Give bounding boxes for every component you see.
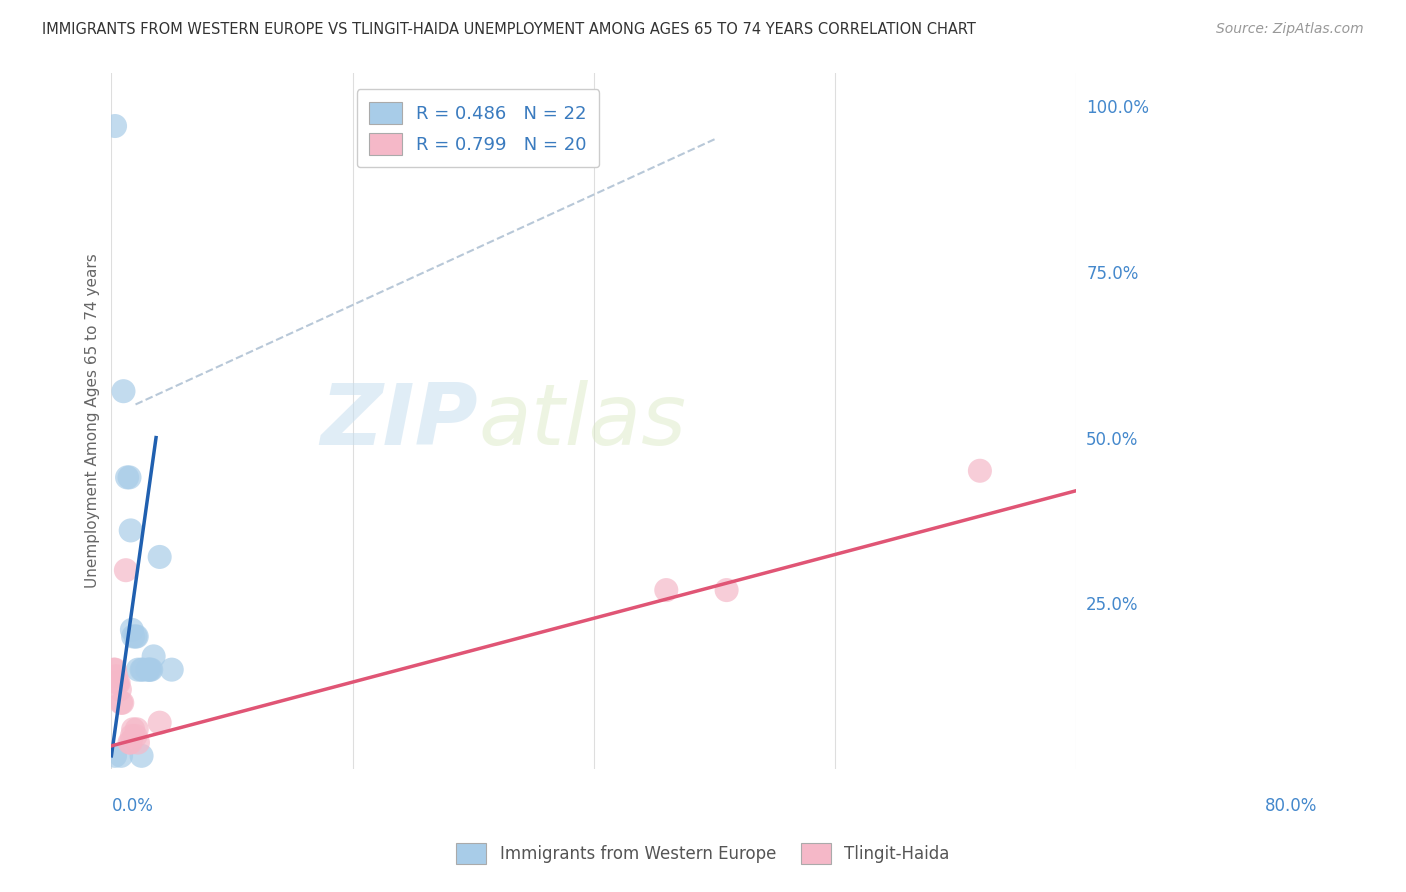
Point: [138, 663, 160, 677]
Point: [107, 676, 129, 690]
Point: [131, 663, 153, 677]
Point: [104, 119, 127, 133]
Point: [124, 630, 146, 644]
Point: [121, 623, 143, 637]
Point: [149, 549, 172, 564]
Point: [127, 735, 149, 749]
Point: [716, 583, 738, 598]
Point: [122, 630, 145, 644]
Point: [132, 663, 155, 677]
Point: [107, 676, 129, 690]
Point: [115, 470, 138, 484]
Point: [122, 723, 145, 737]
Point: [110, 748, 132, 763]
Point: [118, 735, 141, 749]
Point: [105, 669, 128, 683]
Point: [149, 715, 172, 730]
Point: [125, 630, 148, 644]
Point: [160, 663, 183, 677]
Point: [125, 723, 148, 737]
Text: 0.0%: 0.0%: [111, 797, 153, 815]
Point: [142, 649, 165, 664]
Point: [103, 663, 125, 677]
Text: ZIP: ZIP: [321, 379, 478, 463]
Point: [969, 464, 991, 478]
Point: [127, 663, 149, 677]
Point: [124, 729, 146, 743]
Point: [104, 663, 127, 677]
Legend: R = 0.486   N = 22, R = 0.799   N = 20: R = 0.486 N = 22, R = 0.799 N = 20: [357, 89, 599, 168]
Point: [131, 748, 153, 763]
Legend: Immigrants from Western Europe, Tlingit-Haida: Immigrants from Western Europe, Tlingit-…: [450, 837, 956, 871]
Y-axis label: Unemployment Among Ages 65 to 74 years: Unemployment Among Ages 65 to 74 years: [86, 253, 100, 589]
Point: [121, 729, 143, 743]
Point: [115, 563, 138, 577]
Point: [136, 663, 159, 677]
Point: [120, 735, 142, 749]
Point: [655, 583, 678, 598]
Point: [141, 663, 163, 677]
Point: [104, 748, 127, 763]
Point: [120, 524, 142, 538]
Text: IMMIGRANTS FROM WESTERN EUROPE VS TLINGIT-HAIDA UNEMPLOYMENT AMONG AGES 65 TO 74: IMMIGRANTS FROM WESTERN EUROPE VS TLINGI…: [42, 22, 976, 37]
Text: atlas: atlas: [478, 379, 686, 463]
Point: [108, 682, 131, 697]
Point: [111, 696, 134, 710]
Point: [118, 470, 141, 484]
Point: [112, 384, 135, 399]
Point: [110, 696, 132, 710]
Text: Source: ZipAtlas.com: Source: ZipAtlas.com: [1216, 22, 1364, 37]
Text: 80.0%: 80.0%: [1265, 797, 1317, 815]
Point: [139, 663, 162, 677]
